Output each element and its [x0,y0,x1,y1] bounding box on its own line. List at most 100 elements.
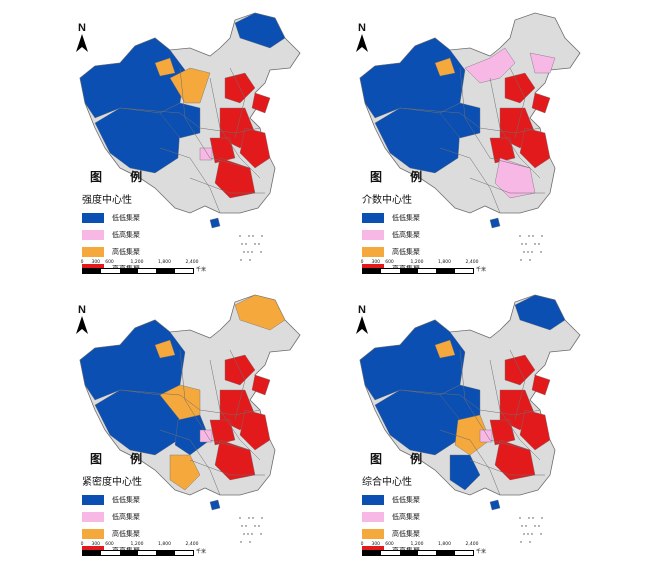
legend-swatch [82,212,104,223]
region-heilong [514,294,566,331]
map-panel-betweenness: N 图 例 介数中心性 低低集聚低高集聚高低集聚高高集聚 03006001,20… [340,8,630,278]
legend-label: 低低集聚 [112,495,140,504]
island-dot [239,517,241,519]
province-boundary [489,439,531,451]
region-mongw [154,339,176,359]
region-east [519,127,551,169]
province-boundary [209,439,251,451]
legend-item: 高低集聚 [82,244,202,259]
region-tibet [94,107,181,174]
legend-subtitle: 介数中心性 [362,195,412,206]
scale-tick-label: 2,400 [465,260,479,265]
island-dot [258,525,260,527]
province-boundary [439,147,501,214]
region-mongw [434,339,456,359]
island-dot [261,235,263,237]
island-dot [249,541,251,543]
province-boundary [189,177,265,194]
region-xinjiang [359,319,466,401]
scale-unit: 千米 [196,267,207,273]
island-dot [254,525,256,527]
map-panel-strength: N 图 例 强度中心性 低低集聚低高集聚高低集聚高高集聚 03006001,20… [60,8,350,278]
scale-tick-label: 600 [105,542,114,547]
scale-tick-label: 0 [360,542,364,547]
region-hubei [209,419,236,446]
legend-item: 低低集聚 [82,210,202,225]
legend-item: 低低集聚 [82,492,202,507]
region-chongq [479,429,493,443]
north-arrow-icon: N [74,304,90,336]
region-hubei [489,419,516,446]
legend-label: 低高集聚 [392,512,420,521]
scale-tick-label: 2,400 [465,542,479,547]
region-shandong [251,374,271,396]
region-hubei [489,137,516,164]
legend-swatch [362,212,384,223]
scale-tick-label: 0 [80,260,84,265]
island-dot [534,243,536,245]
province-boundary [489,157,531,169]
scale-tick-label: 2,400 [185,542,199,547]
legend-title: 图 例 [370,452,435,466]
province-boundary [459,349,491,441]
legend-label: 低低集聚 [392,495,420,504]
island-dot [243,533,245,535]
region-shandong [531,92,551,114]
region-hainan [209,499,221,511]
province-boundary [179,67,211,159]
legend-item: 高低集聚 [362,244,482,259]
legend-label: 高低集聚 [392,529,420,538]
legend-title: 图 例 [90,452,155,466]
scale-tick-label: 1,800 [438,260,451,265]
region-chongq [199,429,213,443]
region-qinghai [159,384,201,421]
map-panel-composite: N 图 例 综合中心性 低低集聚低高集聚高低集聚高高集聚 03006001,20… [340,290,630,560]
legend-swatch [362,229,384,240]
scale-tick-label: 1,800 [158,260,171,265]
region-south [214,439,256,481]
island-dot [538,243,540,245]
island-dot [529,259,531,261]
legend-swatch [82,229,104,240]
scale-unit: 千米 [476,549,487,555]
north-arrow-icon: N [354,304,370,336]
island-dot [245,243,247,245]
region-xinjiang [359,37,466,119]
scale-unit: 千米 [476,267,487,273]
region-south [494,439,536,481]
legend-swatch [82,511,104,522]
island-dot [527,251,529,253]
region-qinghai [439,102,481,139]
scale-tick-label: 300 [371,542,381,547]
scale-bar: 0 300 600 1,200 1,800 2,400 千米 [361,260,492,276]
north-arrow-icon: N [354,22,370,54]
region-hainan [489,217,501,229]
province-boundary [459,67,491,159]
scale-bar: 0 300 600 1,200 1,800 2,400 千米 [81,542,212,558]
legend-item: 低低集聚 [362,492,482,507]
region-xinjiang [79,37,186,119]
region-hainan [209,217,221,229]
scale-tick-label: 1,200 [410,260,424,265]
island-dot [528,517,530,519]
province-boundary [179,349,211,441]
province-boundary [189,459,265,476]
island-dot [532,517,534,519]
province-boundary [229,349,246,421]
legend-item: 低高集聚 [82,509,202,524]
scale-tick-label: 300 [91,542,101,547]
legend-label: 低低集聚 [392,213,420,222]
island-dot [523,251,525,253]
island-dot [241,525,243,527]
legend-swatch [82,494,104,505]
region-east [239,409,271,451]
legend-swatch [362,494,384,505]
province-boundary [119,389,201,411]
island-dot [252,235,254,237]
legend-item: 高低集聚 [362,526,482,541]
legend-swatch [362,511,384,522]
legend-subtitle: 紧密度中心性 [82,477,142,488]
island-dot [258,243,260,245]
region-shandong [251,92,271,114]
legend-title: 图 例 [370,170,435,184]
